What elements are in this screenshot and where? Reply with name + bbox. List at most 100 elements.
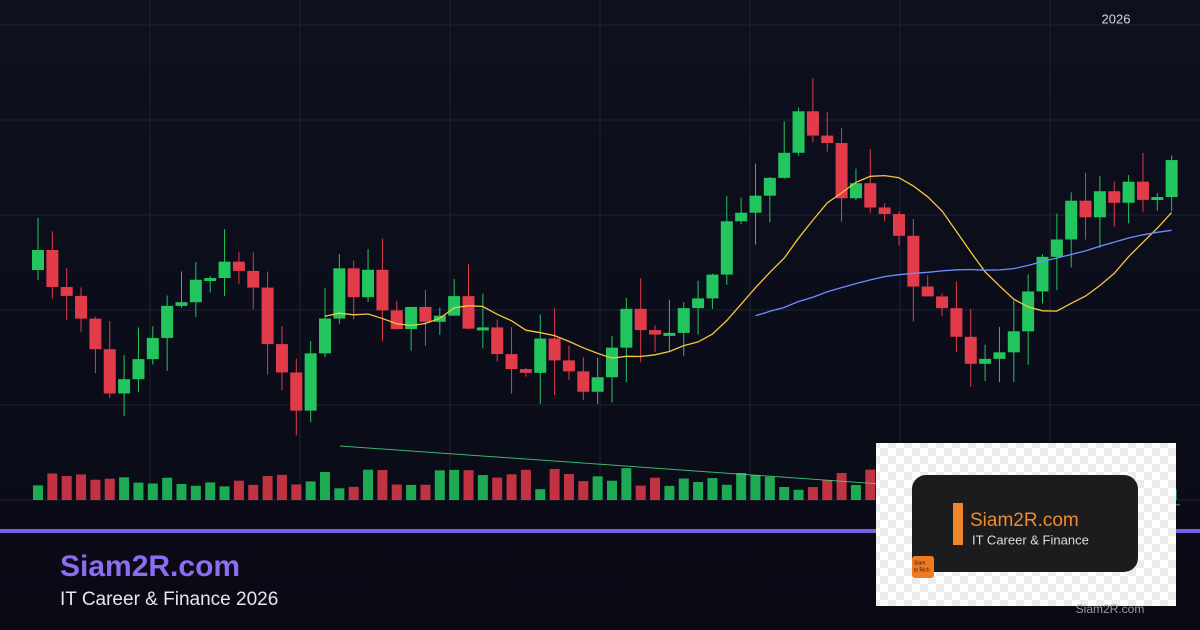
volume-bar	[406, 484, 417, 500]
candle-body	[247, 270, 260, 288]
volume-bar	[822, 479, 833, 500]
candle-body	[749, 195, 762, 213]
volume-bar	[779, 487, 790, 500]
volume-bar	[707, 478, 718, 500]
volume-bar	[807, 487, 818, 500]
logo-tagline: IT Career & Finance	[972, 532, 1089, 547]
candle-body	[1050, 239, 1063, 257]
candle-body	[175, 302, 188, 306]
candle-body	[921, 286, 934, 297]
candle-body	[663, 332, 676, 336]
candle-body	[46, 250, 59, 288]
logo-bar	[953, 503, 963, 545]
volume-bar	[850, 484, 861, 500]
volume-bar	[693, 482, 704, 500]
candle-body	[419, 306, 432, 322]
volume-bar	[836, 472, 847, 500]
candle-body	[878, 207, 891, 215]
volume-bar	[76, 474, 87, 500]
candle-body	[649, 330, 662, 335]
volume-bar	[592, 476, 603, 500]
volume-bar	[291, 484, 302, 500]
candle-body	[347, 268, 360, 298]
candle-body	[620, 308, 633, 348]
volume-bar	[190, 485, 201, 500]
volume-bar	[563, 473, 574, 500]
volume-bar	[47, 473, 58, 500]
volume-bar	[162, 477, 173, 500]
grid	[0, 0, 1200, 501]
volume-bar	[248, 484, 259, 500]
candle-body	[720, 221, 733, 275]
volume-bar	[535, 489, 546, 500]
volume-bar	[664, 485, 675, 500]
volume-bar	[90, 479, 101, 500]
volume-bar	[865, 469, 876, 500]
volume-bar	[678, 478, 689, 500]
year-label: 2026	[1102, 11, 1131, 26]
candle-body	[849, 183, 862, 199]
candle-body	[562, 360, 575, 372]
logo-icon-text: to Rich	[914, 567, 930, 573]
candle-body	[275, 344, 288, 373]
volume-bar	[205, 482, 216, 500]
candle-body	[1036, 256, 1049, 292]
candle-body	[1122, 181, 1135, 203]
candle-body	[491, 327, 504, 355]
candle-body	[735, 212, 748, 222]
volume-bar	[391, 484, 402, 500]
logo-name: Siam2R.com	[970, 510, 1079, 531]
candle-body	[1022, 291, 1035, 332]
candle-body	[763, 177, 776, 196]
candle-body	[1079, 200, 1092, 218]
volume-bar	[750, 475, 761, 500]
volume-bar	[363, 469, 374, 500]
candle-body	[103, 349, 116, 394]
volume-bar	[147, 483, 158, 500]
candle-body	[333, 268, 346, 319]
volume-bar	[348, 486, 359, 500]
candle-body	[606, 347, 618, 378]
logo-panel	[912, 475, 1138, 572]
candle-body	[993, 352, 1006, 359]
volume-bar	[635, 485, 646, 500]
candle-body	[1136, 181, 1149, 200]
volume-bar	[578, 481, 589, 500]
divider	[0, 529, 1200, 533]
candle-body	[304, 353, 317, 411]
candle-body	[577, 371, 590, 392]
candle-body	[792, 111, 805, 153]
volume-bar	[377, 470, 388, 500]
volume-bar	[420, 484, 431, 500]
candle-body	[405, 306, 418, 330]
candle-body	[261, 287, 274, 345]
candle-body	[319, 318, 331, 354]
candle-body	[132, 359, 145, 380]
candle-body	[1108, 191, 1121, 203]
brand-tagline: IT Career & Finance 2026	[60, 589, 278, 610]
volume-bar	[33, 485, 43, 500]
candle-body	[75, 295, 88, 319]
candle-body	[448, 296, 461, 316]
candle-body	[964, 336, 977, 364]
volume-bar	[133, 482, 144, 500]
candle-body	[591, 377, 604, 392]
volume-bar	[61, 476, 72, 500]
volume-bar	[650, 477, 661, 500]
volume-bar	[434, 470, 445, 500]
candle-body	[89, 318, 102, 350]
candle-body	[1007, 331, 1020, 353]
candle-body	[821, 135, 834, 144]
candle-body	[1093, 191, 1106, 218]
candle-body	[204, 278, 217, 282]
candle-body	[1165, 160, 1178, 198]
volume-bar	[305, 481, 316, 500]
candle-body	[462, 296, 475, 329]
volume-bar	[477, 475, 488, 500]
candle-body	[232, 261, 245, 271]
candle-body	[1151, 197, 1164, 201]
moving-average	[324, 174, 1173, 359]
volume-bar	[549, 469, 560, 500]
